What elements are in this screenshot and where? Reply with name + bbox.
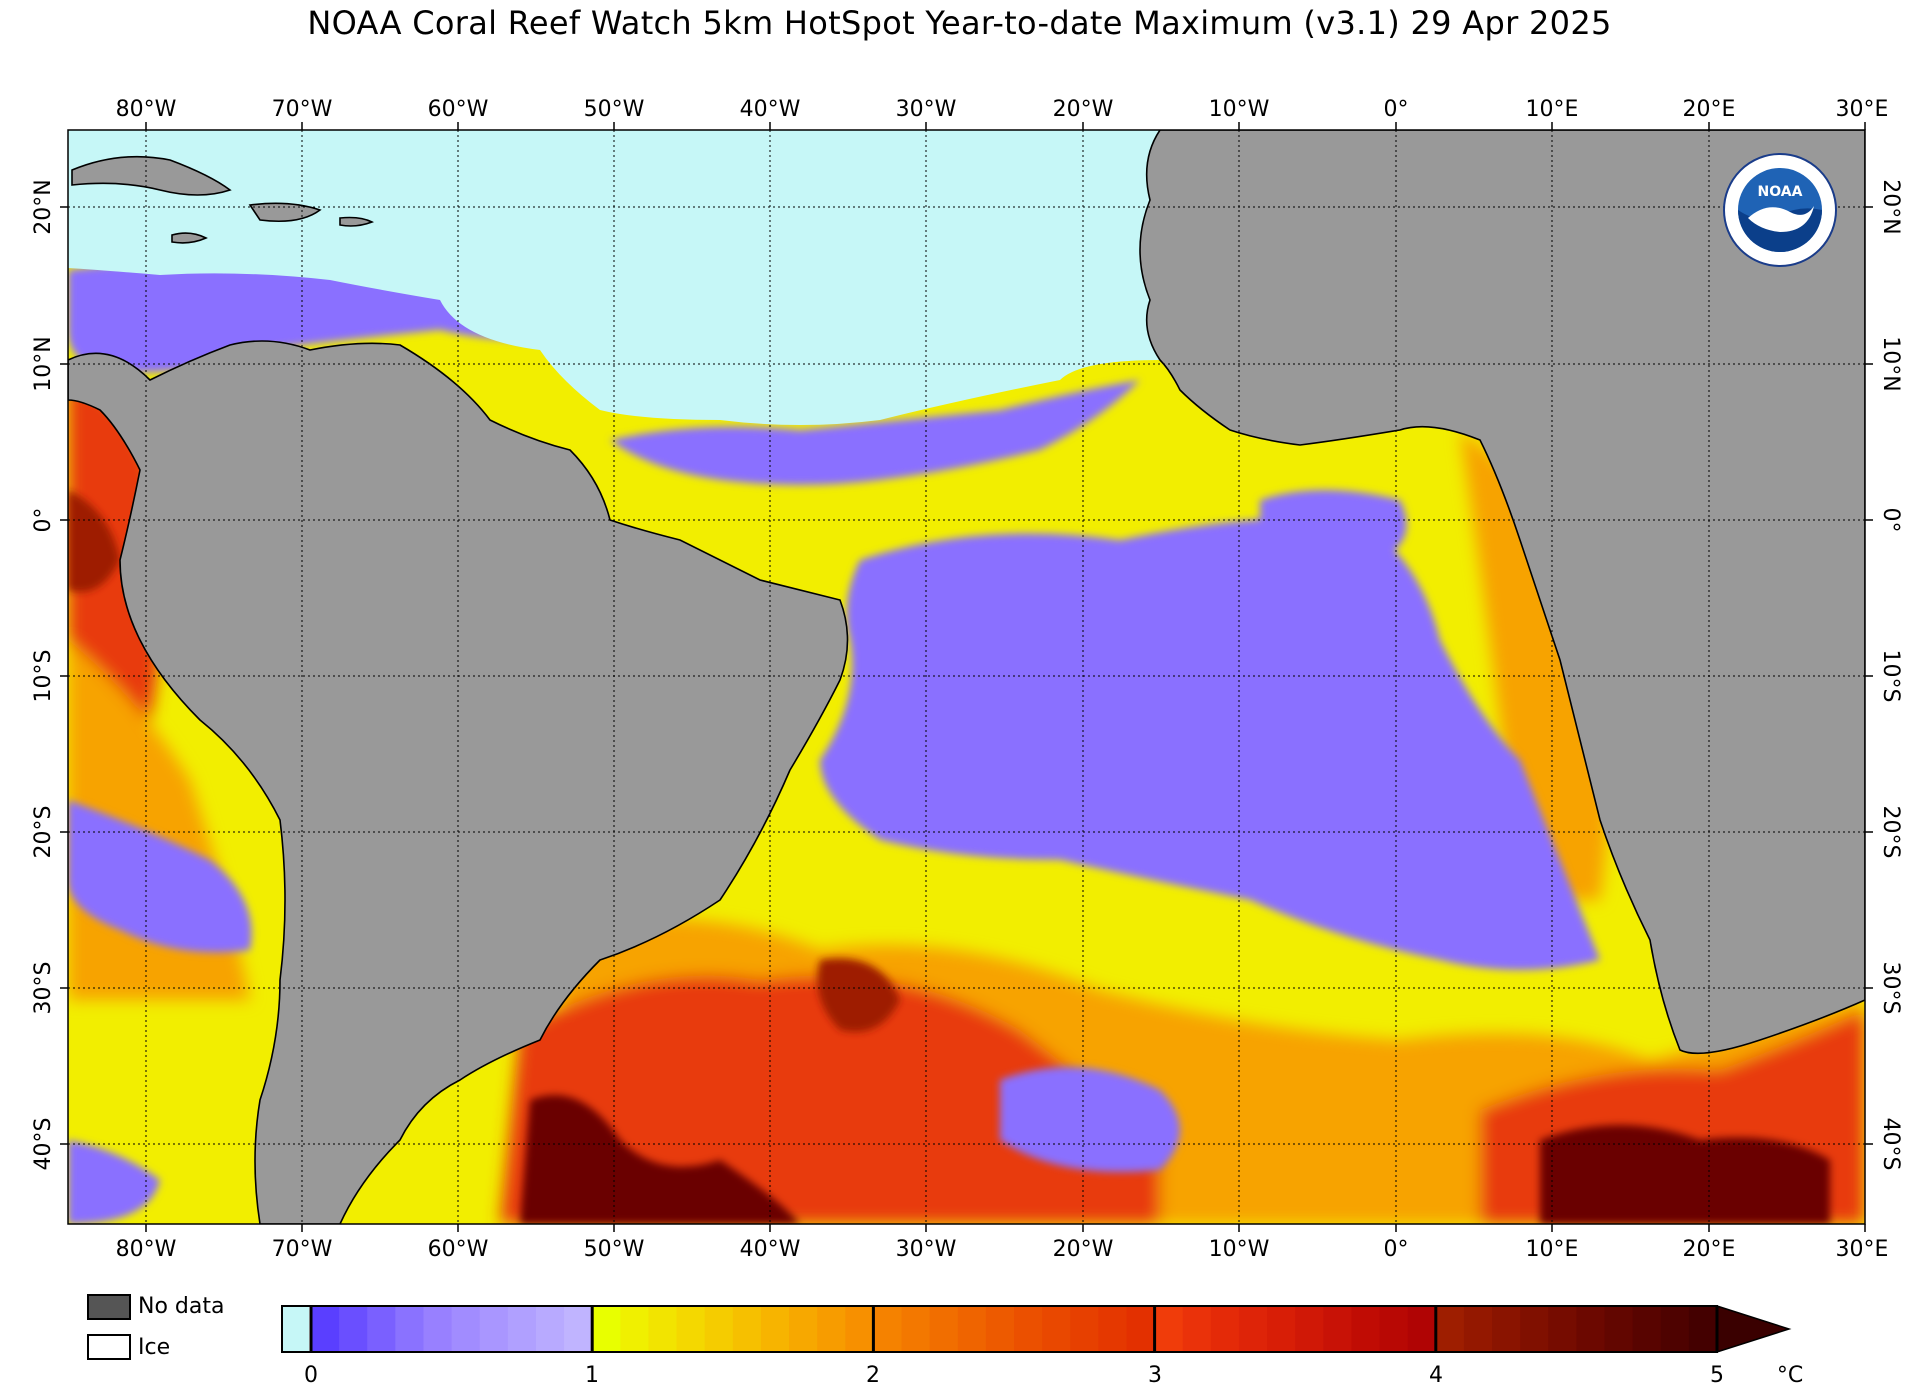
lon-label-top: 30°W <box>896 97 957 122</box>
map-frame <box>67 129 1866 1225</box>
lat-label-right: 20°S <box>1878 806 1903 859</box>
lon-label-top: 40°W <box>740 97 801 122</box>
lon-label-top: 70°W <box>272 97 333 122</box>
lat-label-left: 30°S <box>31 962 56 1015</box>
land-puerto-rico <box>339 216 375 227</box>
lat-label-right: 10°N <box>1878 336 1903 391</box>
no-data-swatch <box>87 1294 131 1320</box>
noaa-logo-icon: NOAA <box>1723 153 1837 267</box>
ice-label: Ice <box>138 1335 171 1360</box>
lon-label-bottom: 0° <box>1384 1237 1409 1262</box>
lat-label-right: 0° <box>1878 508 1903 533</box>
violet-central-south <box>820 517 1600 970</box>
ocean-zero-north <box>68 130 1160 425</box>
south-darkred-2 <box>817 958 900 1032</box>
lon-label-top: 0° <box>1384 97 1409 122</box>
land-africa <box>1139 130 1865 1055</box>
lon-label-bottom: 20°E <box>1683 1237 1736 1262</box>
lon-label-bottom: 30°W <box>896 1237 957 1262</box>
lon-label-top: 20°E <box>1683 97 1736 122</box>
lat-label-left: 0° <box>31 508 56 533</box>
lat-label-left: 20°S <box>31 806 56 859</box>
graticule <box>68 130 1865 1224</box>
ice-swatch <box>87 1334 131 1360</box>
lon-label-top: 60°W <box>428 97 489 122</box>
lon-label-bottom: 10°E <box>1526 1237 1579 1262</box>
east-coast-orange <box>1460 430 1610 900</box>
lon-label-bottom: 30°E <box>1836 1237 1889 1262</box>
lat-label-right: 30°S <box>1878 962 1903 1015</box>
violet-sw-corner <box>68 1140 160 1224</box>
noaa-logo-text: NOAA <box>1758 184 1803 200</box>
lat-label-left: 40°S <box>31 1118 56 1171</box>
lat-label-right: 20°N <box>1878 179 1903 234</box>
violet-south-patch <box>1000 1067 1180 1172</box>
lon-label-top: 20°W <box>1053 97 1114 122</box>
violet-west-south <box>68 800 252 953</box>
lat-label-left: 10°N <box>31 336 56 391</box>
map-title: NOAA Coral Reef Watch 5km HotSpot Year-t… <box>307 4 1612 42</box>
lon-label-bottom: 60°W <box>428 1237 489 1262</box>
south-darkred-1 <box>520 1095 800 1224</box>
lon-label-top: 10°W <box>1209 97 1270 122</box>
land-south-america <box>68 340 849 1224</box>
lon-label-bottom: 10°W <box>1209 1237 1270 1262</box>
lon-label-bottom: 70°W <box>272 1237 333 1262</box>
land-jamaica <box>171 232 208 244</box>
no-data-label: No data <box>138 1294 225 1319</box>
lat-label-left: 20°N <box>31 179 56 234</box>
land-cuba <box>71 155 232 196</box>
lon-label-top: 80°W <box>116 97 177 122</box>
southeast-darkred <box>1540 1125 1830 1224</box>
lat-label-right: 10°S <box>1878 650 1903 703</box>
violet-equatorial <box>610 380 1140 485</box>
lat-label-right: 40°S <box>1878 1118 1903 1171</box>
violet-gulf-guinea <box>1260 490 1407 560</box>
lon-label-bottom: 50°W <box>584 1237 645 1262</box>
lon-label-top: 30°E <box>1836 97 1889 122</box>
lon-label-top: 50°W <box>584 97 645 122</box>
west-darkred <box>68 490 120 592</box>
lon-label-bottom: 40°W <box>740 1237 801 1262</box>
south-red-belt <box>500 975 1160 1224</box>
lon-label-bottom: 80°W <box>116 1237 177 1262</box>
lon-label-top: 10°E <box>1526 97 1579 122</box>
lon-label-bottom: 20°W <box>1053 1237 1114 1262</box>
lat-label-left: 10°S <box>31 650 56 703</box>
